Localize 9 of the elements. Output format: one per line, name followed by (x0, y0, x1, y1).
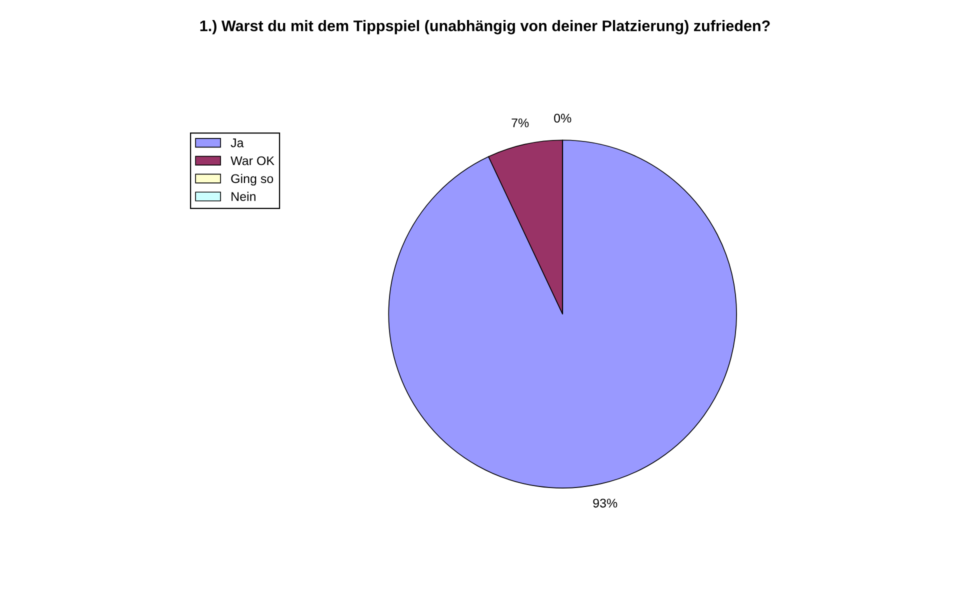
legend-label: Ging so (231, 174, 274, 186)
legend-label: Ja (230, 138, 244, 148)
pie-slice (388, 140, 737, 488)
legend-label: War OK (230, 156, 274, 166)
text: 0% (554, 114, 572, 123)
chart-title: 1.) Warst du mit dem Tippspiel (unabhängig von deiner Platzierung) zufrieden? (200, 20, 770, 34)
data-label: 7% (512, 118, 529, 128)
legend-label: Nein (232, 192, 256, 201)
data-label: 93% (593, 498, 618, 508)
